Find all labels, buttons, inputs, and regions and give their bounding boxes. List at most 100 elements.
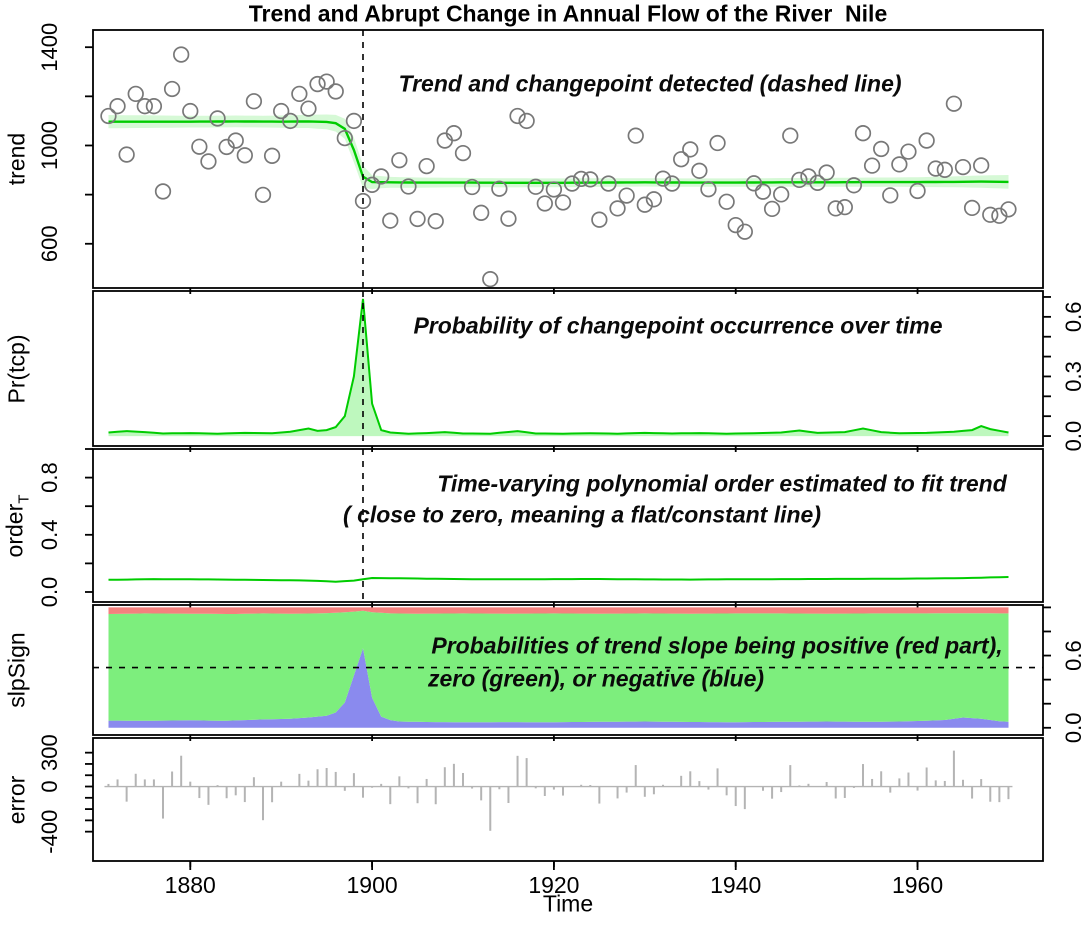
y-tick-label: 0.4: [37, 519, 62, 550]
nile-flow-point: [854, 125, 872, 142]
y-tick-label: -400: [37, 810, 62, 854]
nile-flow-point: [491, 180, 508, 197]
nile-flow-point: [418, 157, 435, 175]
order-panel: 0.0 0.4 0.8: [37, 448, 1044, 608]
nile-flow-point: [818, 164, 835, 181]
y-tick-label: 0.3: [1061, 361, 1085, 392]
nile-flow-point: [973, 157, 990, 174]
y-axis-label-order-main: order: [1, 503, 28, 558]
nile-flow-point: [745, 175, 763, 192]
nile-flow-point: [191, 138, 208, 155]
nile-flow-point: [909, 182, 926, 200]
nile-flow-point: [409, 210, 426, 228]
nile-flow-point: [845, 177, 863, 194]
nile-flow-point: [609, 200, 626, 217]
nile-flow-point: [763, 200, 781, 218]
nile-flow-point: [791, 171, 808, 189]
x-axis-tick-label: 1960: [892, 872, 943, 898]
y-axis-label-order-sub: T: [15, 494, 33, 504]
y-axis-label-prtcp: Pr(tcp): [3, 334, 30, 404]
nile-flow-point: [118, 146, 135, 163]
nile-flow-point: [473, 204, 490, 221]
y-axis-label-trend: trend: [3, 132, 30, 186]
nile-flow-point: [645, 191, 663, 208]
nile-flow-point: [345, 112, 363, 130]
y-tick-label: 1400: [37, 23, 62, 72]
nile-flow-point: [500, 210, 517, 227]
nile-flow-point: [100, 107, 117, 125]
nile-flow-point: [891, 156, 908, 173]
nile-flow-point: [627, 127, 644, 144]
panel-border: [92, 448, 1044, 603]
nile-flow-point: [382, 212, 399, 229]
nile-flow-point: [945, 95, 963, 112]
panel-border: [92, 290, 1044, 447]
nile-flow-point: [263, 147, 281, 164]
nile-flow-point: [427, 213, 444, 230]
nile-flow-point: [400, 178, 417, 195]
annotation-order-line2: ( close to zero, meaning a flat/constant…: [343, 501, 821, 528]
nile-flow-point: [136, 98, 153, 115]
nile-flow-point: [591, 211, 608, 228]
annotation-slpsign-line2: zero (green), or negative (blue): [427, 665, 765, 692]
figure-title: Trend and Abrupt Change in Annual Flow o…: [248, 0, 888, 27]
nile-flow-point: [873, 140, 890, 158]
nile-flow-point: [391, 152, 408, 169]
nile-flow-point: [882, 187, 899, 204]
annotation-prtcp: Probability of changepoint occurrence ov…: [413, 312, 943, 339]
pos-area: [108, 607, 1009, 614]
nile-flow-point: [982, 206, 999, 223]
nile-flow-point: [527, 178, 544, 195]
nile-flow-point: [545, 181, 563, 198]
nile-flow-point: [709, 134, 726, 152]
nile-flow-point: [373, 168, 390, 185]
x-axis-tick-label: 1940: [710, 872, 761, 898]
slpsign-panel: 0.0 0.6: [92, 604, 1085, 743]
nile-flow-point: [145, 98, 163, 115]
annotation-trend: Trend and changepoint detected (dashed l…: [398, 70, 902, 97]
nile-flow-point: [1000, 201, 1017, 218]
nile-flow-point: [227, 132, 244, 149]
zero-area: [108, 610, 1009, 723]
nile-flow-point: [718, 193, 735, 210]
nile-flow-point: [582, 171, 599, 188]
y-tick-label: 600: [37, 225, 62, 262]
y-tick-label: 0.8: [37, 462, 62, 493]
nile-flow-point: [636, 196, 653, 213]
y-axis-label-slpsign: slpSign: [3, 632, 30, 708]
annotation-slpsign-line1: Probabilities of trend slope being posit…: [431, 632, 1003, 659]
nile-flow-point: [109, 98, 126, 115]
nile-flow-point: [900, 143, 917, 160]
x-axis-title: Time: [542, 890, 594, 917]
nile-flow-point: [309, 75, 326, 93]
y-axis-label-error: error: [3, 775, 30, 825]
nile-flow-point: [354, 192, 372, 210]
x-axis-tick-label: 1920: [528, 872, 579, 898]
nile-flow-point: [836, 199, 853, 216]
nile-flow-point: [291, 85, 308, 103]
nile-flow-point: [927, 160, 944, 177]
nile-flow-point: [236, 147, 253, 164]
nile-flow-point: [436, 132, 453, 149]
prtcp-line: [108, 298, 1009, 435]
nile-flow-point: [827, 200, 844, 217]
nile-flow-point: [782, 127, 799, 144]
nile-flow-point: [963, 199, 981, 217]
y-tick-label: 0.0: [1061, 421, 1085, 452]
nile-flow-point: [445, 125, 463, 142]
nile-flow-point: [600, 175, 617, 192]
nile-flow-point: [682, 141, 699, 158]
y-axis-label-order: orderT: [2, 495, 33, 558]
panel-border: [92, 29, 1044, 289]
order-line: [108, 576, 1009, 583]
nile-flow-point: [618, 187, 635, 204]
nile-flow-point: [509, 107, 526, 125]
annotation-order-line1: Time-varying polynomial order estimated …: [437, 470, 1007, 497]
error-panel: 300 0 -400 1880 1900 1920 1940 1960: [37, 734, 1044, 898]
nile-flow-point: [773, 186, 790, 203]
nile-flow-point: [573, 170, 590, 188]
nile-flow-point: [182, 102, 199, 120]
nile-flow-point: [154, 183, 172, 200]
